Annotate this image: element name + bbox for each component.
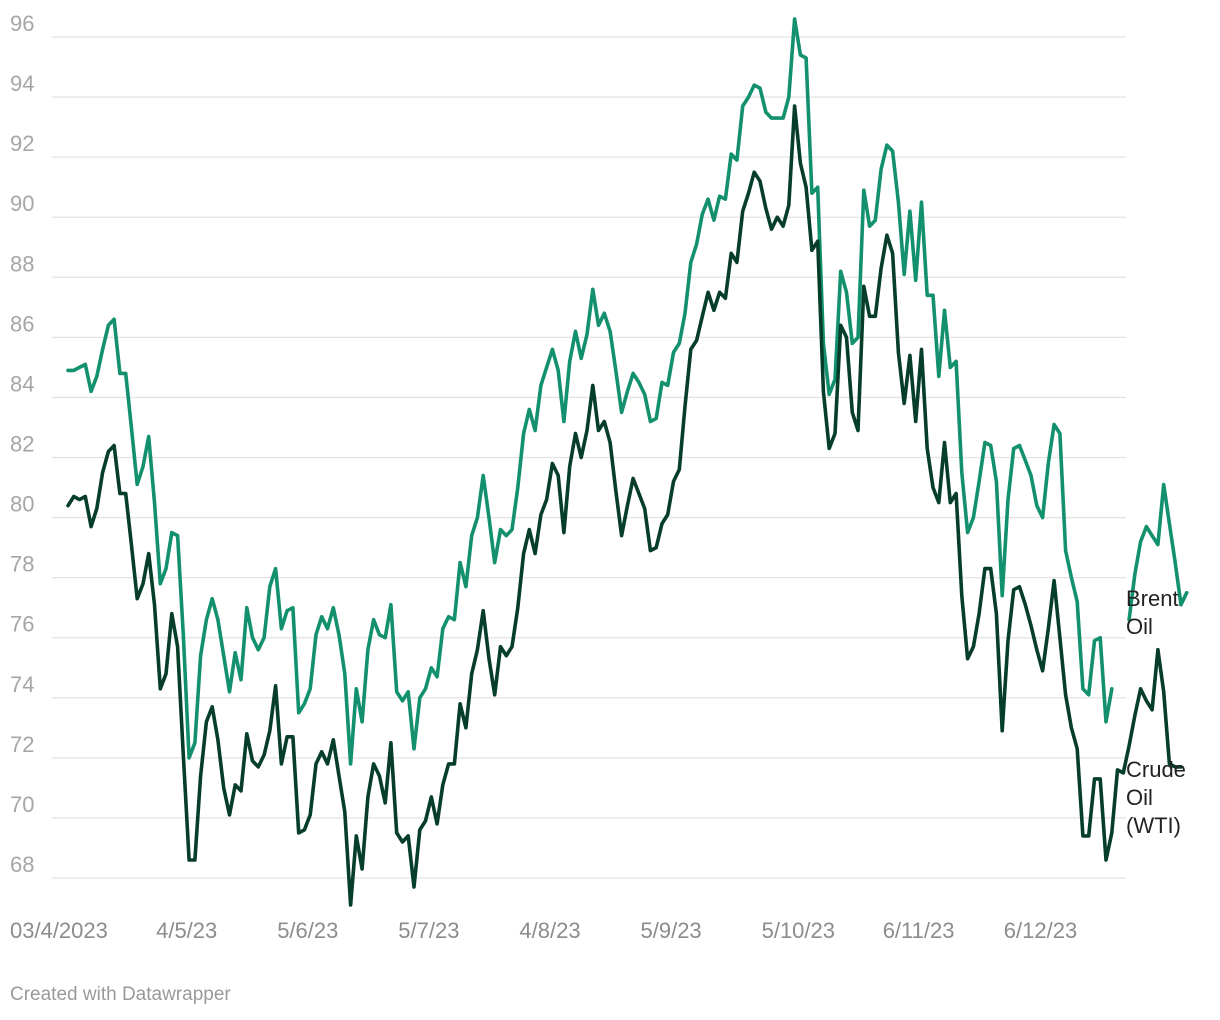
y-tick-label: 88 xyxy=(10,251,34,276)
series-label-line: Oil xyxy=(1126,614,1153,639)
x-tick-label: 5/10/23 xyxy=(762,918,835,943)
y-tick-label: 74 xyxy=(10,672,34,697)
y-tick-label: 92 xyxy=(10,131,34,156)
y-tick-label: 82 xyxy=(10,432,34,457)
y-tick-label: 80 xyxy=(10,492,34,517)
series-label-line: Crude xyxy=(1126,757,1186,782)
series-lines xyxy=(66,17,1189,907)
y-tick-label: 78 xyxy=(10,552,34,577)
series-line-wti xyxy=(66,104,1183,907)
x-axis-ticks: 03/4/2023 4/5/23 5/6/23 5/7/23 4/8/23 5/9/23 5… xyxy=(10,918,1077,943)
x-tick-label: 5/7/23 xyxy=(398,918,459,943)
y-tick-label: 76 xyxy=(10,612,34,637)
series-label-line: (WTI) xyxy=(1126,813,1181,838)
series-labels: Brent Oil Crude Oil (WTI) xyxy=(1126,586,1186,838)
series-label-line: Brent xyxy=(1126,586,1179,611)
y-tick-label: 90 xyxy=(10,191,34,216)
y-tick-label: 68 xyxy=(10,852,34,877)
credit-text: Created with Datawrapper xyxy=(10,984,231,1005)
y-tick-label: 86 xyxy=(10,311,34,336)
x-tick-label: 5/9/23 xyxy=(641,918,702,943)
y-tick-label: 70 xyxy=(10,792,34,817)
y-axis-ticks: 68 70 72 74 76 78 80 82 84 86 88 90 92 94 96 xyxy=(10,11,34,877)
series-label-wti: Crude Oil (WTI) xyxy=(1126,757,1186,838)
x-tick-label: 5/6/23 xyxy=(277,918,338,943)
y-tick-label: 96 xyxy=(10,11,34,36)
gridlines xyxy=(52,36,1126,879)
x-tick-label: 4/5/23 xyxy=(156,918,217,943)
series-label-brent: Brent Oil xyxy=(1126,586,1179,639)
y-tick-label: 94 xyxy=(10,71,34,96)
series-line-brent xyxy=(66,17,1189,766)
x-tick-label: 03/4/2023 xyxy=(10,918,108,943)
x-tick-label: 6/11/23 xyxy=(883,918,955,943)
x-tick-label: 4/8/23 xyxy=(519,918,580,943)
y-tick-label: 84 xyxy=(10,371,34,396)
y-tick-label: 72 xyxy=(10,732,34,757)
series-label-line: Oil xyxy=(1126,785,1153,810)
x-tick-label: 6/12/23 xyxy=(1004,918,1077,943)
